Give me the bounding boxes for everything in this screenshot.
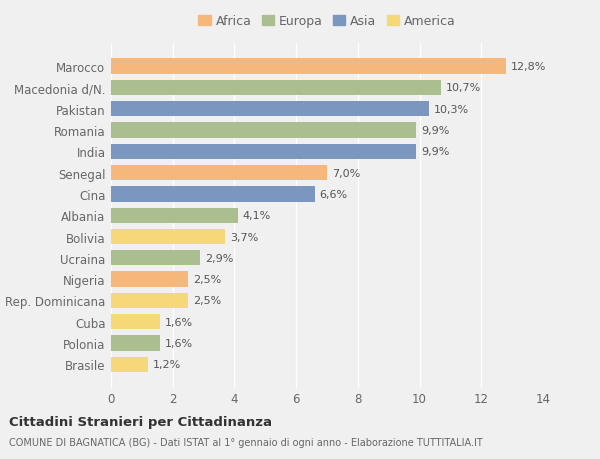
Bar — [111, 123, 416, 138]
Text: 10,3%: 10,3% — [433, 105, 469, 114]
Text: 2,5%: 2,5% — [193, 296, 221, 306]
Text: 4,1%: 4,1% — [242, 211, 271, 221]
Bar — [111, 166, 327, 181]
Bar — [111, 314, 160, 330]
Bar — [111, 187, 314, 202]
Text: 9,9%: 9,9% — [421, 147, 449, 157]
Text: 3,7%: 3,7% — [230, 232, 258, 242]
Text: 1,6%: 1,6% — [165, 338, 193, 348]
Bar — [111, 144, 416, 160]
Bar — [111, 251, 200, 266]
Text: 6,6%: 6,6% — [319, 190, 347, 200]
Text: 7,0%: 7,0% — [332, 168, 360, 178]
Bar — [111, 293, 188, 308]
Text: 10,7%: 10,7% — [446, 83, 481, 93]
Bar — [111, 272, 188, 287]
Text: COMUNE DI BAGNATICA (BG) - Dati ISTAT al 1° gennaio di ogni anno - Elaborazione : COMUNE DI BAGNATICA (BG) - Dati ISTAT al… — [9, 437, 483, 447]
Text: 12,8%: 12,8% — [511, 62, 546, 72]
Bar — [111, 80, 441, 96]
Bar — [111, 230, 225, 245]
Bar — [111, 357, 148, 372]
Text: 2,9%: 2,9% — [205, 253, 233, 263]
Bar — [111, 208, 238, 224]
Bar — [111, 59, 506, 74]
Text: 2,5%: 2,5% — [193, 274, 221, 285]
Bar — [111, 102, 429, 117]
Legend: Africa, Europa, Asia, America: Africa, Europa, Asia, America — [196, 12, 458, 30]
Text: 9,9%: 9,9% — [421, 126, 449, 136]
Text: Cittadini Stranieri per Cittadinanza: Cittadini Stranieri per Cittadinanza — [9, 415, 272, 428]
Bar — [111, 336, 160, 351]
Text: 1,2%: 1,2% — [152, 359, 181, 369]
Text: 1,6%: 1,6% — [165, 317, 193, 327]
